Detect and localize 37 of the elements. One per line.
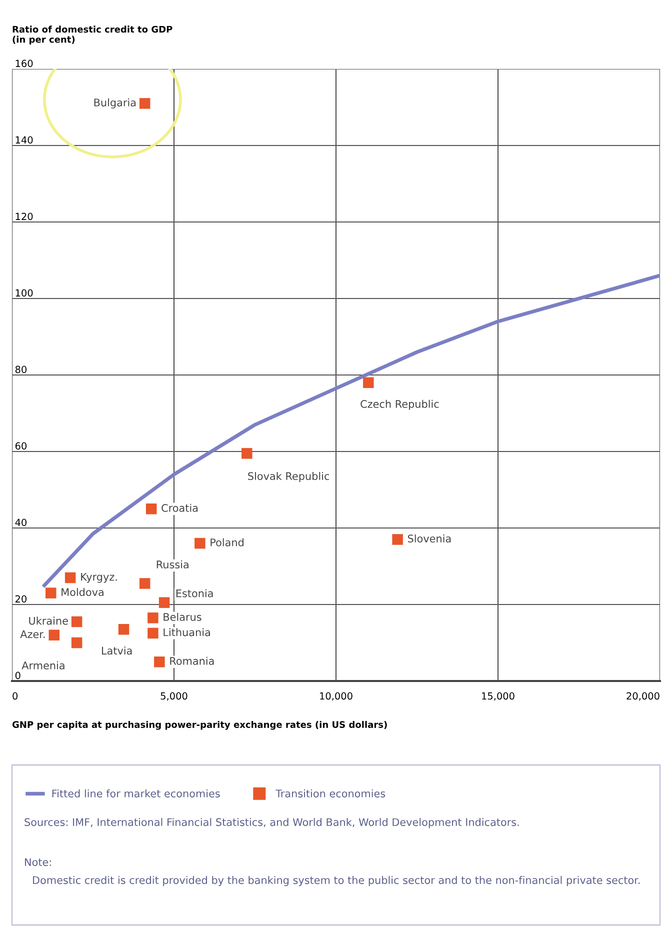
annotation: Armenia bbox=[22, 661, 64, 670]
text: Domestic credit is credit provided by the banking system to the public sector and to the non-financial private sector. bbox=[33, 876, 640, 886]
legend-label: Transition economies bbox=[276, 789, 386, 798]
x-axis-title: GNP per capita at purchasing power-parity exchange rates (in US dollars) bbox=[12, 720, 387, 730]
annotation: Russia bbox=[156, 560, 188, 568]
x-tick-label: 20,000 bbox=[626, 692, 660, 701]
annotation: Poland bbox=[210, 538, 244, 546]
annotation: Kyrgyz. bbox=[81, 573, 117, 583]
annotation: Ukraine bbox=[29, 616, 68, 625]
x-tick-label: 10,000 bbox=[320, 692, 352, 701]
source-note: Sources: IMF, International Financial Statistics, and World Bank, World Development Indicators. bbox=[24, 818, 519, 828]
annotation: Bulgaria bbox=[94, 98, 136, 108]
y-tick-label: 0 bbox=[15, 672, 20, 680]
annotation: Slovak Republic bbox=[248, 472, 330, 482]
annotation: Azer. bbox=[20, 630, 45, 638]
y-axis-title: Ratio of domestic credit to GDP (in per cent) bbox=[12, 26, 172, 45]
y-tick-label: 20 bbox=[15, 595, 27, 603]
annotation: Lithuania bbox=[164, 628, 210, 636]
annotation: Estonia bbox=[176, 589, 213, 598]
y-tick-label: 120 bbox=[16, 212, 33, 220]
y-tick-label: 60 bbox=[15, 442, 27, 450]
x-tick-label: 5,000 bbox=[160, 692, 188, 701]
y-tick-label: 80 bbox=[15, 366, 27, 374]
y-tick-label: 100 bbox=[16, 289, 33, 297]
annotation: Belarus bbox=[164, 612, 202, 621]
legend-label: Fitted line for market economies bbox=[52, 789, 220, 798]
y-tick-label: 140 bbox=[16, 136, 33, 144]
annotation: Romania bbox=[170, 656, 214, 665]
annotation: Croatia bbox=[162, 504, 198, 512]
annotation: Moldova bbox=[62, 588, 104, 596]
annotation: Czech Republic bbox=[360, 400, 439, 410]
text: Note: bbox=[25, 858, 51, 866]
annotation: Slovenia bbox=[408, 534, 451, 542]
y-tick-label: 40 bbox=[15, 518, 27, 526]
annotation: Latvia bbox=[102, 646, 132, 655]
y-tick-label: 160 bbox=[16, 60, 33, 68]
x-tick-label: 15,000 bbox=[482, 692, 514, 701]
